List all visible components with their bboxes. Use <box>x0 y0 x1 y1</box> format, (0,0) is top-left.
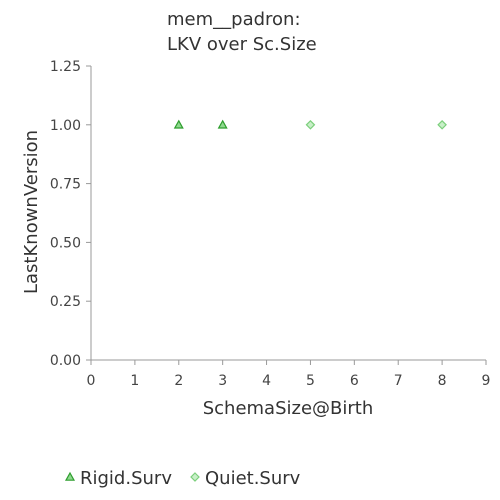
y-tick-label: 0.00 <box>50 353 81 369</box>
legend-triangle-icon <box>64 471 76 481</box>
x-tick-label: 4 <box>262 373 271 389</box>
triangle-point <box>217 119 228 129</box>
chart-title-line-1: mem__padron: <box>167 9 301 30</box>
y-tick-label: 0.75 <box>50 177 81 193</box>
y-tick-label: 0.25 <box>50 294 81 310</box>
x-tick-label: 0 <box>87 373 96 389</box>
x-tick-label: 2 <box>174 373 183 389</box>
legend-diamond-icon <box>190 472 200 482</box>
x-axis-label: SchemaSize@Birth <box>203 398 374 419</box>
x-tick-label: 6 <box>350 373 359 389</box>
legend: Rigid.Surv Quiet.Surv <box>64 468 301 489</box>
chart-title: mem__padron: LKV over Sc.Size <box>167 9 317 55</box>
data-points <box>173 119 447 130</box>
chart-title-line-2: LKV over Sc.Size <box>167 34 317 55</box>
axes: 0.00 0.25 0.50 0.75 1.00 1.25 0 1 2 3 4 5 6 7 8 9 <box>50 59 491 389</box>
triangle-point <box>173 119 184 129</box>
x-tick-label: 9 <box>482 373 491 389</box>
x-tick-label: 5 <box>306 373 315 389</box>
x-tick-label: 1 <box>130 373 139 389</box>
y-tick-label: 1.25 <box>50 59 81 75</box>
legend-label: Rigid.Surv <box>80 468 172 489</box>
legend-label: Quiet.Surv <box>205 468 301 489</box>
y-axis-label: LastKnownVersion <box>21 130 42 294</box>
x-tick-label: 7 <box>394 373 403 389</box>
diamond-point <box>437 119 447 130</box>
diamond-point <box>305 119 316 130</box>
x-tick-label: 3 <box>218 373 227 389</box>
x-tick-label: 8 <box>438 373 447 389</box>
y-tick-label: 0.50 <box>50 235 81 251</box>
y-tick-label: 1.00 <box>50 118 81 134</box>
